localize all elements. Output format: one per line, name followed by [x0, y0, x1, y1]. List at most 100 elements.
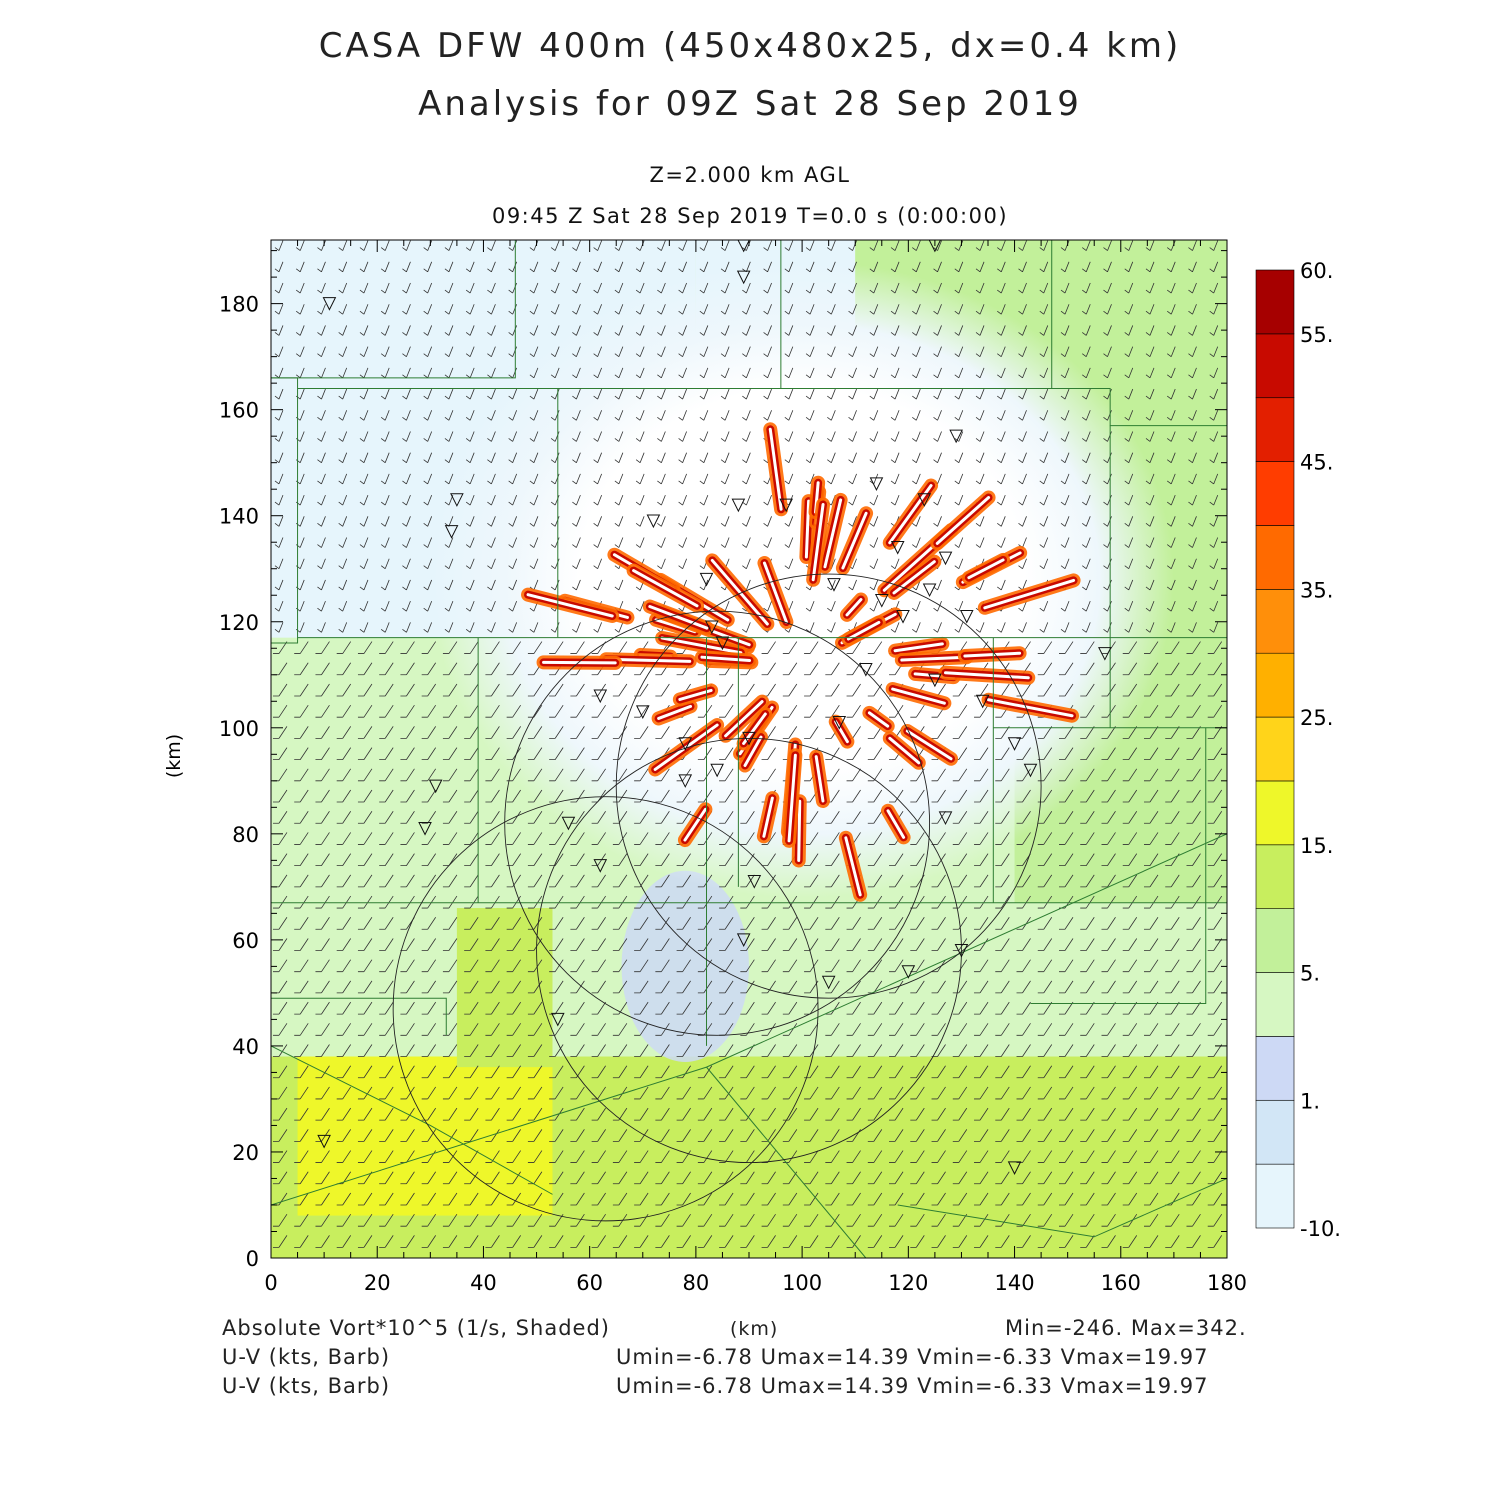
radar-site-icon	[646, 514, 661, 529]
vorticity-streak-center	[724, 700, 764, 738]
vorticity-streak-center	[888, 736, 921, 765]
vorticity-streak-center	[867, 711, 890, 728]
colorbar-swatch	[1255, 1163, 1295, 1229]
range-ring	[504, 610, 931, 1036]
county-line	[271, 997, 447, 1036]
colorbar-swatch	[1255, 1099, 1295, 1165]
radar-site-icon	[1023, 763, 1038, 778]
radar-site-icon	[742, 731, 756, 746]
colorbar-swatch	[1255, 333, 1295, 399]
county-boundaries	[271, 240, 1227, 1258]
radar-site-icon	[705, 620, 719, 635]
range-ring	[615, 573, 1042, 999]
plot-axes: 0 20 40 60 80 100 120 140 160 180 0 20 40 60 80 100 120 1…	[219, 240, 1247, 1295]
radar-site-icon	[859, 662, 873, 677]
vorticity-streak-center	[900, 655, 969, 662]
vorticity-streak-center	[846, 620, 881, 641]
radar-site-icon	[1007, 1161, 1022, 1175]
radar-range-rings	[392, 573, 1042, 1222]
radar-site-icon	[975, 694, 990, 709]
radar-site-icon	[635, 705, 650, 720]
vorticity-streak-center	[844, 836, 862, 897]
radar-site-icon	[938, 811, 953, 826]
x-axis-label: (km)	[730, 1318, 779, 1340]
radar-site-icon	[444, 525, 459, 539]
county-line	[706, 1066, 867, 1258]
vorticity-streak-center	[892, 560, 936, 595]
range-ring	[392, 796, 819, 1222]
x-tick-label: 120	[888, 1271, 928, 1295]
y-tick-label: 80	[232, 823, 259, 847]
vorticity-streak-center	[905, 729, 953, 761]
radar-site-icon	[731, 498, 746, 513]
colorbar-swatch	[1255, 844, 1295, 909]
radar-site-icon	[737, 240, 750, 253]
radar-site-icon	[896, 609, 910, 624]
field-region	[456, 908, 553, 1068]
radar-site-icon	[710, 763, 724, 778]
colorbar-swatch	[1255, 972, 1295, 1037]
radar-site-icon	[959, 609, 974, 624]
vorticity-streak-center	[983, 578, 1076, 610]
radar-site-icon	[450, 493, 464, 507]
barb-label-1: U-V (kts, Barb)	[222, 1345, 391, 1369]
barb-glyphs	[272, 240, 1223, 1248]
vorticity-streak-center	[963, 651, 1022, 658]
barb-stats-2: Umin=-6.78 Umax=14.39 Vmin=-6.33 Vmax=19…	[616, 1374, 1209, 1398]
colorbar-swatch	[1255, 269, 1295, 335]
colorbar-swatch	[1255, 652, 1295, 718]
colorbar-label: 55.	[1300, 323, 1333, 347]
wind-barbs	[272, 240, 1223, 1248]
radar-site-icon	[418, 822, 432, 836]
vorticity-streak-center	[657, 704, 693, 720]
radar-site-icon	[874, 594, 889, 608]
radar-site-icon	[736, 933, 751, 947]
vorticity-streak-center	[841, 511, 868, 570]
barb-stats-1: Umin=-6.78 Umax=14.39 Vmin=-6.33 Vmax=19…	[616, 1345, 1209, 1369]
x-tick-label: 160	[1101, 1271, 1141, 1295]
radar-site-icon	[317, 1134, 331, 1149]
vorticity-streak-center	[814, 755, 825, 803]
vorticity-streak-center	[888, 484, 933, 545]
colorbar-swatch	[1255, 589, 1295, 654]
colorbar-label: 60.	[1300, 259, 1333, 283]
field-label: Absolute Vort*10^5 (1/s, Shaded)	[222, 1316, 610, 1340]
chart-title-line2: Analysis for 09Z Sat 28 Sep 2019	[418, 84, 1082, 124]
vorticity-streak-center	[987, 698, 1074, 718]
vorticity-streak-center	[526, 593, 614, 618]
county-line	[1051, 387, 1227, 427]
y-tick-label: 60	[232, 929, 259, 953]
vorticity-streak-center	[787, 753, 797, 843]
colorbar-swatch	[1255, 461, 1295, 526]
radar-site-icon	[593, 689, 608, 704]
colorbar-swatch	[1255, 716, 1295, 782]
y-tick-label: 180	[219, 293, 259, 317]
vorticity-streak-center	[768, 427, 783, 511]
county-line	[271, 240, 516, 379]
county-line	[897, 1178, 1227, 1238]
radar-site-icon	[827, 578, 841, 592]
radar-site-icon	[890, 541, 905, 555]
radar-site-icon	[901, 965, 916, 979]
colorbar: 60. 55. 45. 35. 25. 15. 5. 1. -10.	[1255, 259, 1341, 1241]
range-ring	[536, 737, 962, 1164]
barb-label-2: U-V (kts, Barb)	[222, 1374, 391, 1398]
colorbar-swatch	[1255, 397, 1295, 462]
x-tick-label: 0	[264, 1271, 277, 1295]
y-tick-label: 0	[246, 1247, 259, 1271]
radar-site-icon	[561, 816, 576, 831]
field-region	[621, 870, 749, 1062]
level-label: Z=2.000 km AGL	[649, 163, 851, 187]
vorticity-streak-center	[811, 502, 825, 582]
vorticity-streak-center	[632, 569, 699, 608]
y-tick-label: 20	[232, 1141, 259, 1165]
radar-site-icon	[322, 297, 337, 311]
colorbar-label: 1.	[1300, 1089, 1320, 1113]
radar-site-icon	[922, 583, 937, 598]
x-tick-label: 60	[576, 1271, 603, 1295]
vorticity-streak-center	[967, 558, 1005, 580]
vorticity-streak-center	[743, 735, 763, 767]
colorbar-label: 15.	[1300, 834, 1333, 858]
vorticity-streak-center	[845, 598, 863, 617]
chart-title-line1: CASA DFW 400m (450x480x25, dx=0.4 km)	[318, 26, 1182, 66]
